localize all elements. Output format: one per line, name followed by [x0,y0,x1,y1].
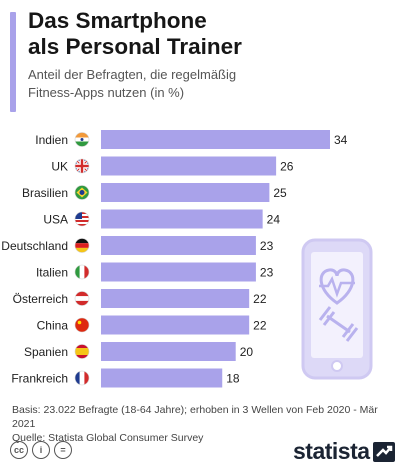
flag-china-icon [74,317,90,333]
bar-row: UK 26 [51,156,294,176]
value-label: 23 [260,266,274,280]
category-label: Spanien [24,345,68,359]
bar-row: China 22 [37,315,267,335]
bar-row: Indien 34 [35,130,348,149]
chart-title: Das Smartphone als Personal Trainer [28,8,388,60]
phone-fitness-illustration [301,238,373,380]
statista-logo-icon [373,442,395,462]
bar-chart: Indien 34 UK 26 Brasilien 25 USA 24 Deutschland 2… [1,130,373,388]
chart-subtitle: Anteil der Befragten, die regelmäßig Fit… [28,66,358,102]
attribution-icon[interactable]: i [32,441,50,459]
bar-row: Österreich 22 [13,289,267,308]
statista-logo-text[interactable]: statista [293,438,370,464]
category-label: Brasilien [22,186,68,200]
category-label: China [37,319,69,333]
bar [101,368,223,388]
value-label: 34 [334,133,348,147]
bar [101,130,330,149]
value-label: 22 [253,319,267,333]
bar [101,342,236,361]
category-label: Österreich [13,292,68,306]
bar [101,236,256,255]
bar [101,262,256,282]
flag-spain-icon [74,344,90,359]
category-label: Frankreich [11,372,68,386]
value-label: 20 [240,345,254,359]
category-label: USA [43,213,68,227]
bar [101,315,250,335]
bars-layer: Indien 34 UK 26 Brasilien 25 USA 24 Deutschland 2… [1,130,348,388]
value-label: 25 [273,186,287,200]
flag-india-icon [74,132,90,147]
category-label: Deutschland [1,239,68,253]
title-line-2: als Personal Trainer [28,34,242,59]
subtitle-line-1: Anteil der Befragten, die regelmäßig [28,67,237,82]
bar-row: Italien 23 [36,262,274,282]
bar [101,289,250,308]
category-label: Indien [35,133,68,147]
title-accent-bar [10,12,16,112]
bar [101,183,270,202]
bar-row: Brasilien 25 [22,183,287,202]
creative-commons-icon[interactable]: cc [10,441,28,459]
bar-row: Deutschland 23 [1,236,274,255]
bar-row: Frankreich 18 [11,368,240,388]
flag-italy-icon [74,264,90,280]
basis-note: Basis: 23.022 Befragte (18-64 Jahre); er… [12,404,378,430]
value-label: 18 [226,372,240,386]
bar-row: Spanien 20 [24,342,253,361]
bar [101,156,277,176]
bar [101,209,263,229]
value-label: 23 [260,239,274,253]
subtitle-line-2: Fitness-Apps nutzen (in %) [28,85,185,100]
value-label: 26 [280,160,294,174]
no-derivatives-icon[interactable]: = [54,441,72,459]
flag-usa-icon [74,211,90,227]
flag-germany-icon [74,238,90,253]
value-label: 22 [253,292,267,306]
flag-france-icon [74,370,90,386]
bar-row: USA 24 [43,209,281,229]
license-icons: cc i = [10,441,72,459]
category-label: Italien [36,266,68,280]
category-label: UK [51,160,68,174]
flag-austria-icon [74,291,90,306]
flag-uk-icon [74,158,90,174]
value-label: 24 [267,213,281,227]
title-line-1: Das Smartphone [28,8,207,33]
flag-brazil-icon [74,185,90,200]
